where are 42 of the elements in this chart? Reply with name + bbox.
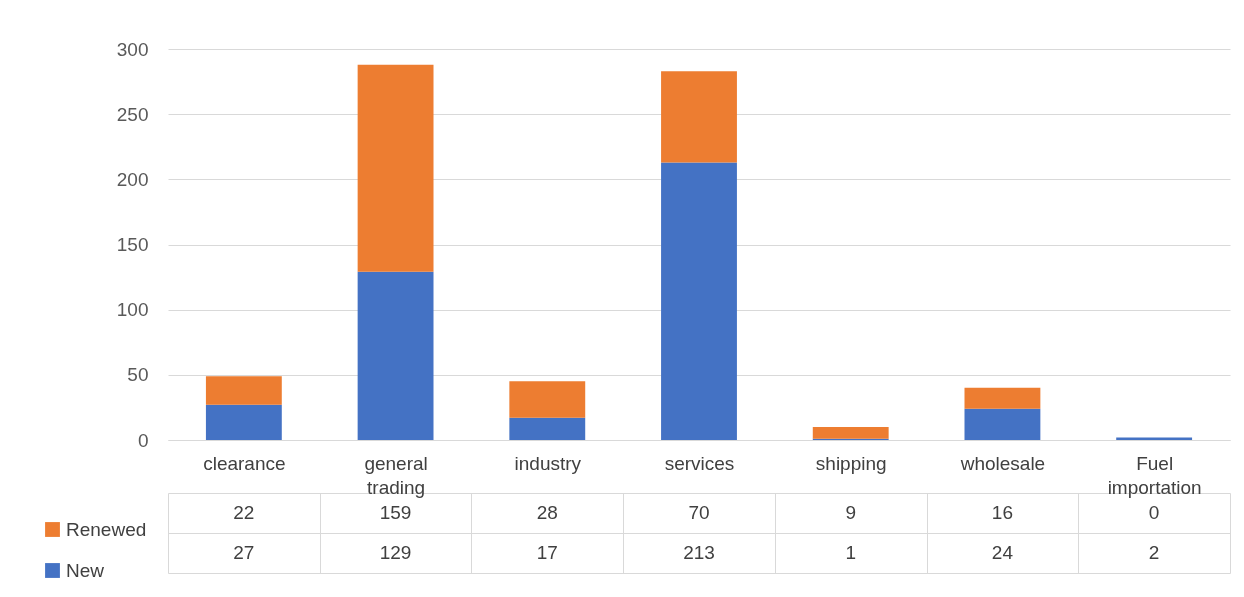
bar bbox=[357, 271, 434, 440]
y-tick-label: 100 bbox=[116, 299, 149, 321]
x-tick-label: general trading bbox=[364, 452, 428, 498]
y-tick-label: 300 bbox=[116, 38, 149, 60]
y-tick-label: 0 bbox=[137, 429, 149, 451]
data-label: 27 bbox=[233, 542, 255, 563]
bar bbox=[964, 408, 1041, 440]
x-tick-label: shipping bbox=[815, 452, 887, 474]
data-label: 2 bbox=[1148, 542, 1160, 563]
y-tick-label: 200 bbox=[116, 168, 149, 190]
x-tick-label: clearance bbox=[203, 452, 286, 474]
data-label: 159 bbox=[379, 502, 412, 523]
x-tick-label: wholesale bbox=[959, 452, 1046, 474]
y-tick-label: 250 bbox=[116, 103, 149, 125]
data-label: 1 bbox=[845, 542, 856, 563]
data-label: 17 bbox=[536, 542, 558, 563]
bar bbox=[812, 426, 889, 439]
legend-label: Renewed bbox=[66, 518, 147, 540]
bar bbox=[661, 71, 737, 163]
bar bbox=[205, 376, 282, 405]
bar bbox=[661, 162, 737, 440]
data-label: 9 bbox=[845, 502, 856, 523]
data-label: 213 bbox=[683, 542, 715, 563]
data-label: 16 bbox=[991, 502, 1013, 523]
legend-label: New bbox=[66, 559, 105, 581]
data-label: 0 bbox=[1148, 502, 1160, 523]
data-label: 70 bbox=[688, 502, 710, 523]
bar bbox=[509, 417, 586, 440]
y-tick-label: 50 bbox=[127, 364, 149, 386]
bar bbox=[964, 387, 1041, 409]
data-label: 22 bbox=[233, 502, 255, 523]
data-label: 24 bbox=[991, 542, 1014, 563]
x-tick-label: Fuel importation bbox=[1107, 452, 1202, 498]
bar bbox=[205, 404, 282, 440]
data-label: 129 bbox=[379, 542, 412, 563]
y-tick-label: 150 bbox=[116, 234, 149, 255]
bar bbox=[357, 64, 434, 272]
x-tick-label: services bbox=[664, 452, 735, 474]
bar bbox=[1116, 437, 1193, 440]
bar bbox=[509, 381, 586, 418]
data-label: 28 bbox=[536, 502, 558, 523]
x-tick-label: industry bbox=[514, 452, 582, 474]
